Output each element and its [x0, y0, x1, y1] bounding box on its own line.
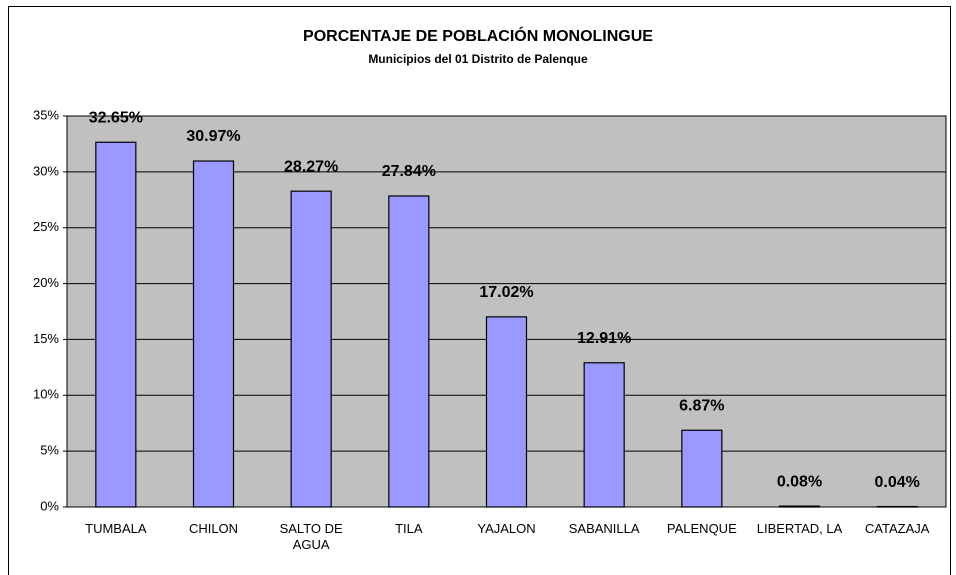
chart-subtitle: Municipios del 01 Distrito de Palenque	[368, 52, 588, 66]
y-tick-label: 15%	[33, 331, 59, 346]
x-tick-label: YAJALON	[477, 521, 536, 536]
y-tick-label: 30%	[33, 163, 59, 178]
x-tick-label: TILA	[395, 521, 423, 536]
value-label: 12.91%	[577, 330, 631, 347]
value-label: 27.84%	[382, 163, 436, 180]
x-tick-label: PALENQUE	[666, 521, 737, 536]
y-tick-label: 35%	[33, 107, 59, 122]
x-tick-label: SALTO DE AGUA	[279, 521, 343, 552]
x-tick-label: SABANILLA	[568, 521, 640, 536]
x-tick-label: CATAZAJA	[864, 521, 930, 536]
y-tick-label: 0%	[40, 498, 59, 513]
value-label: 30.97%	[186, 128, 240, 145]
bar	[192, 160, 235, 508]
chart-title: PORCENTAJE DE POBLACIÓN MONOLINGUE	[303, 26, 653, 45]
y-tick-label: 20%	[33, 275, 59, 290]
y-tick-label: 5%	[40, 443, 59, 458]
y-tick-label: 25%	[33, 219, 59, 234]
x-tick-label: LIBERTAD, LA	[756, 521, 843, 536]
bar	[290, 190, 332, 508]
bar	[388, 195, 430, 508]
value-label: 6.87%	[679, 397, 724, 414]
bar	[583, 362, 625, 508]
value-label: 28.27%	[284, 158, 338, 175]
x-tick-label: CHILON	[188, 521, 239, 536]
value-label: 17.02%	[479, 284, 533, 301]
bar	[95, 141, 137, 508]
x-tick-label: TUMBALA	[85, 521, 147, 536]
bar	[681, 429, 723, 508]
value-label: 0.08%	[777, 473, 822, 490]
value-label: 32.65%	[89, 109, 143, 126]
value-label: 0.04%	[874, 474, 919, 491]
y-tick-label: 10%	[33, 387, 59, 402]
bar	[485, 316, 528, 508]
